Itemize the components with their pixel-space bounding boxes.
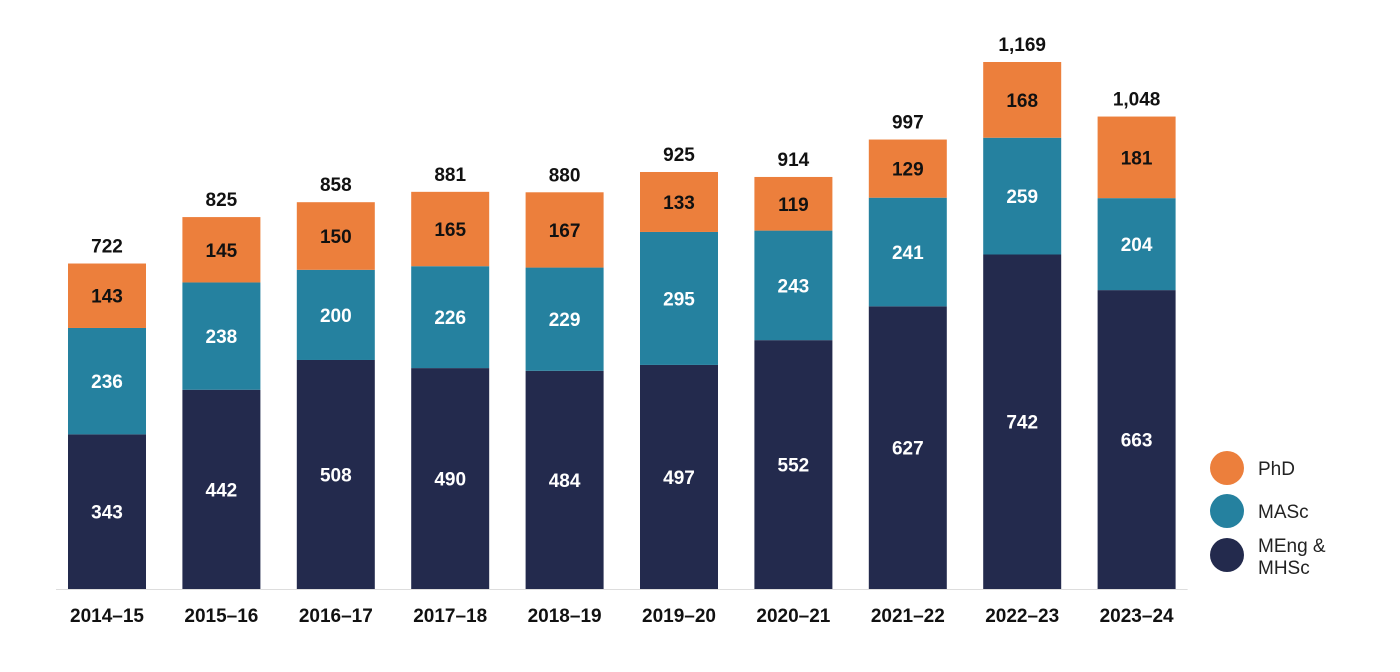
bar-segment-phd-2015-16 [182, 217, 261, 283]
bar-segment-meng-mhsc-2015-16 [182, 389, 261, 589]
bar-segment-meng-mhsc-2022-23 [983, 254, 1062, 589]
bar-segment-masc-2019-20 [640, 231, 718, 365]
bar-segment-masc-2015-16 [182, 282, 261, 390]
data-label-meng-mhsc-2017-18: 490 [434, 470, 466, 491]
data-label-masc-2016-17: 200 [320, 306, 352, 327]
data-label-meng-mhsc-2022-23: 742 [1006, 413, 1038, 434]
data-label-masc-2022-23: 259 [1006, 187, 1038, 208]
data-label-meng-mhsc-2016-17: 508 [320, 465, 352, 486]
bar-segment-meng-mhsc-2021-22 [868, 306, 947, 589]
data-label-phd-2015-16: 145 [206, 241, 238, 262]
bar-segment-masc-2014-15 [68, 327, 146, 435]
bar-segment-phd-2020-21 [754, 176, 833, 231]
data-label-phd-2022-23: 168 [1006, 91, 1038, 112]
data-label-masc-2018-19: 229 [549, 310, 581, 331]
x-tick-label-2021-22: 2021–22 [871, 606, 945, 627]
bar-segment-masc-2017-18 [411, 266, 490, 369]
x-tick-label-2023-24: 2023–24 [1100, 606, 1174, 627]
bar-segment-masc-2021-22 [868, 197, 947, 307]
data-label-meng-mhsc-2019-20: 497 [663, 468, 695, 489]
bar-segment-phd-2023-24 [1097, 116, 1176, 199]
total-label-2018-19: 880 [549, 165, 581, 186]
bar-segment-masc-2022-23 [983, 137, 1062, 255]
data-label-masc-2019-20: 295 [663, 289, 695, 310]
data-label-phd-2021-22: 129 [892, 160, 924, 181]
bar-segment-meng-mhsc-2023-24 [1097, 290, 1176, 589]
data-label-phd-2020-21: 119 [778, 195, 809, 216]
data-label-masc-2017-18: 226 [434, 308, 466, 329]
data-label-meng-mhsc-2021-22: 627 [892, 439, 924, 460]
total-label-2021-22: 997 [892, 113, 924, 134]
total-label-2020-21: 914 [778, 150, 810, 171]
legend-swatch-meng-mhsc [1210, 538, 1244, 572]
data-label-masc-2020-21: 243 [778, 276, 810, 297]
legend-label-phd: PhD [1258, 459, 1295, 480]
data-label-meng-mhsc-2023-24: 663 [1121, 431, 1153, 452]
x-tick-label-2015-16: 2015–16 [184, 606, 258, 627]
x-tick-label-2014-15: 2014–15 [70, 606, 144, 627]
data-label-meng-mhsc-2014-15: 343 [91, 503, 123, 524]
x-tick-label-2022-23: 2022–23 [985, 606, 1059, 627]
data-label-phd-2016-17: 150 [320, 227, 352, 248]
total-label-2017-18: 881 [434, 165, 466, 186]
data-label-masc-2015-16: 238 [206, 327, 238, 348]
x-tick-label-2017-18: 2017–18 [413, 606, 487, 627]
legend-label-meng-mhsc: MEng & MHSc [1258, 536, 1326, 579]
bar-segment-meng-mhsc-2019-20 [640, 364, 718, 589]
data-label-phd-2017-18: 165 [434, 220, 466, 241]
x-tick-label-2020-21: 2020–21 [756, 606, 830, 627]
data-label-meng-mhsc-2020-21: 552 [778, 456, 810, 477]
total-label-2023-24: 1,048 [1113, 90, 1161, 111]
total-label-2019-20: 925 [663, 145, 695, 166]
bar-segment-phd-2018-19 [525, 192, 604, 268]
bar-segment-meng-mhsc-2017-18 [411, 368, 490, 589]
bar-segment-phd-2014-15 [68, 263, 146, 328]
legend-swatch-phd [1210, 451, 1244, 485]
x-tick-label-2016-17: 2016–17 [299, 606, 373, 627]
data-label-meng-mhsc-2018-19: 484 [549, 471, 581, 492]
bar-segment-meng-mhsc-2016-17 [296, 359, 375, 589]
bar-segment-phd-2017-18 [411, 191, 490, 267]
x-tick-label-2018-19: 2018–19 [528, 606, 602, 627]
bar-segment-masc-2020-21 [754, 230, 833, 341]
data-label-masc-2021-22: 241 [892, 243, 924, 264]
bar-segment-meng-mhsc-2014-15 [68, 434, 146, 589]
total-label-2016-17: 858 [320, 175, 352, 196]
bar-segment-phd-2019-20 [640, 171, 718, 232]
bar-segment-masc-2016-17 [296, 269, 375, 360]
data-label-phd-2014-15: 143 [91, 287, 123, 308]
total-label-2014-15: 722 [91, 237, 123, 258]
x-tick-label-2019-20: 2019–20 [642, 606, 716, 627]
data-label-phd-2023-24: 181 [1121, 148, 1153, 169]
legend-label-masc: MASc [1258, 502, 1309, 523]
bar-segment-phd-2022-23 [983, 62, 1062, 138]
data-label-phd-2019-20: 133 [663, 193, 695, 214]
bar-segment-phd-2021-22 [868, 139, 947, 198]
bar-segment-phd-2016-17 [296, 202, 375, 270]
data-label-meng-mhsc-2015-16: 442 [206, 480, 238, 501]
data-label-masc-2023-24: 204 [1121, 235, 1153, 256]
bar-segment-masc-2023-24 [1097, 198, 1176, 291]
bar-segment-meng-mhsc-2018-19 [525, 370, 604, 589]
data-label-phd-2018-19: 167 [549, 221, 581, 242]
bar-segment-masc-2018-19 [525, 267, 604, 371]
bar-segment-meng-mhsc-2020-21 [754, 340, 833, 589]
data-label-masc-2014-15: 236 [91, 372, 123, 393]
total-label-2022-23: 1,169 [998, 35, 1046, 56]
legend-swatch-masc [1210, 494, 1244, 528]
total-label-2015-16: 825 [206, 190, 238, 211]
